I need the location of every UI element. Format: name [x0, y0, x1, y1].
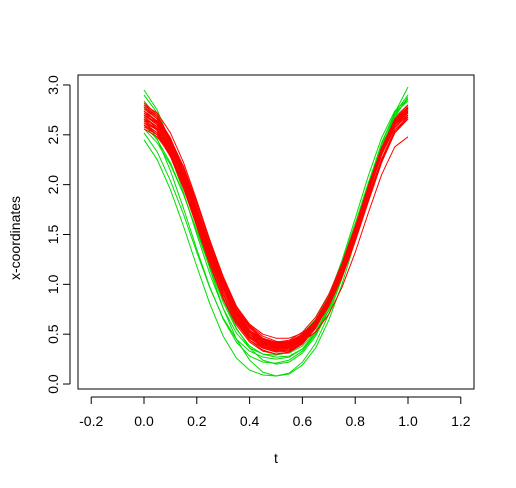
- series-line-33: [143, 112, 409, 349]
- series-line-14: [143, 114, 409, 344]
- series-line-9: [143, 94, 409, 364]
- series-line-36: [143, 108, 409, 347]
- series-line-19: [143, 112, 409, 347]
- x-tick-label: 0.8: [345, 413, 365, 429]
- series-line-24: [143, 114, 409, 345]
- series-line-15: [143, 108, 409, 355]
- series-line-27: [143, 118, 409, 344]
- plot-frame: [77, 74, 475, 390]
- y-tick-label: 3.0: [45, 75, 61, 95]
- x-tick-label: 0.6: [293, 413, 313, 429]
- series-line-20: [143, 108, 409, 350]
- series-line-1: [143, 86, 409, 377]
- x-axis-label: t: [274, 450, 278, 466]
- series-line-35: [143, 114, 409, 343]
- series-line-4: [143, 104, 409, 358]
- series-group: [143, 86, 409, 377]
- y-tick-label: 2.5: [45, 125, 61, 145]
- x-tick-label: -0.2: [79, 413, 103, 429]
- series-line-6: [143, 109, 409, 377]
- y-tick-label: 2.0: [45, 175, 61, 195]
- x-tick-label: 1.0: [398, 413, 418, 429]
- series-line-30: [143, 111, 409, 352]
- series-line-32: [143, 128, 409, 344]
- series-line-2: [143, 94, 409, 365]
- series-line-11: [143, 112, 409, 351]
- series-line-25: [143, 110, 409, 355]
- x-tick-label: 1.2: [451, 413, 471, 429]
- series-line-18: [143, 116, 409, 349]
- x-tick-label: 0.2: [187, 413, 207, 429]
- y-axis: 0.0 0.5 1.0 1.5 2.0 2.5 3.0: [45, 75, 71, 394]
- x-tick-label: 0.0: [134, 413, 154, 429]
- y-tick-label: 0.0: [45, 374, 61, 394]
- x-axis: -0.2 0.0 0.2 0.4 0.6 0.8 1.0 1.2: [79, 396, 471, 429]
- y-axis-label: x-coordinates: [7, 196, 23, 280]
- series-line-16: [143, 118, 409, 345]
- x-tick-label: 0.4: [240, 413, 260, 429]
- series-line-22: [143, 118, 409, 352]
- y-tick-label: 1.5: [45, 225, 61, 245]
- series-line-5: [143, 100, 409, 360]
- y-tick-label: 0.5: [45, 324, 61, 344]
- y-tick-label: 1.0: [45, 274, 61, 294]
